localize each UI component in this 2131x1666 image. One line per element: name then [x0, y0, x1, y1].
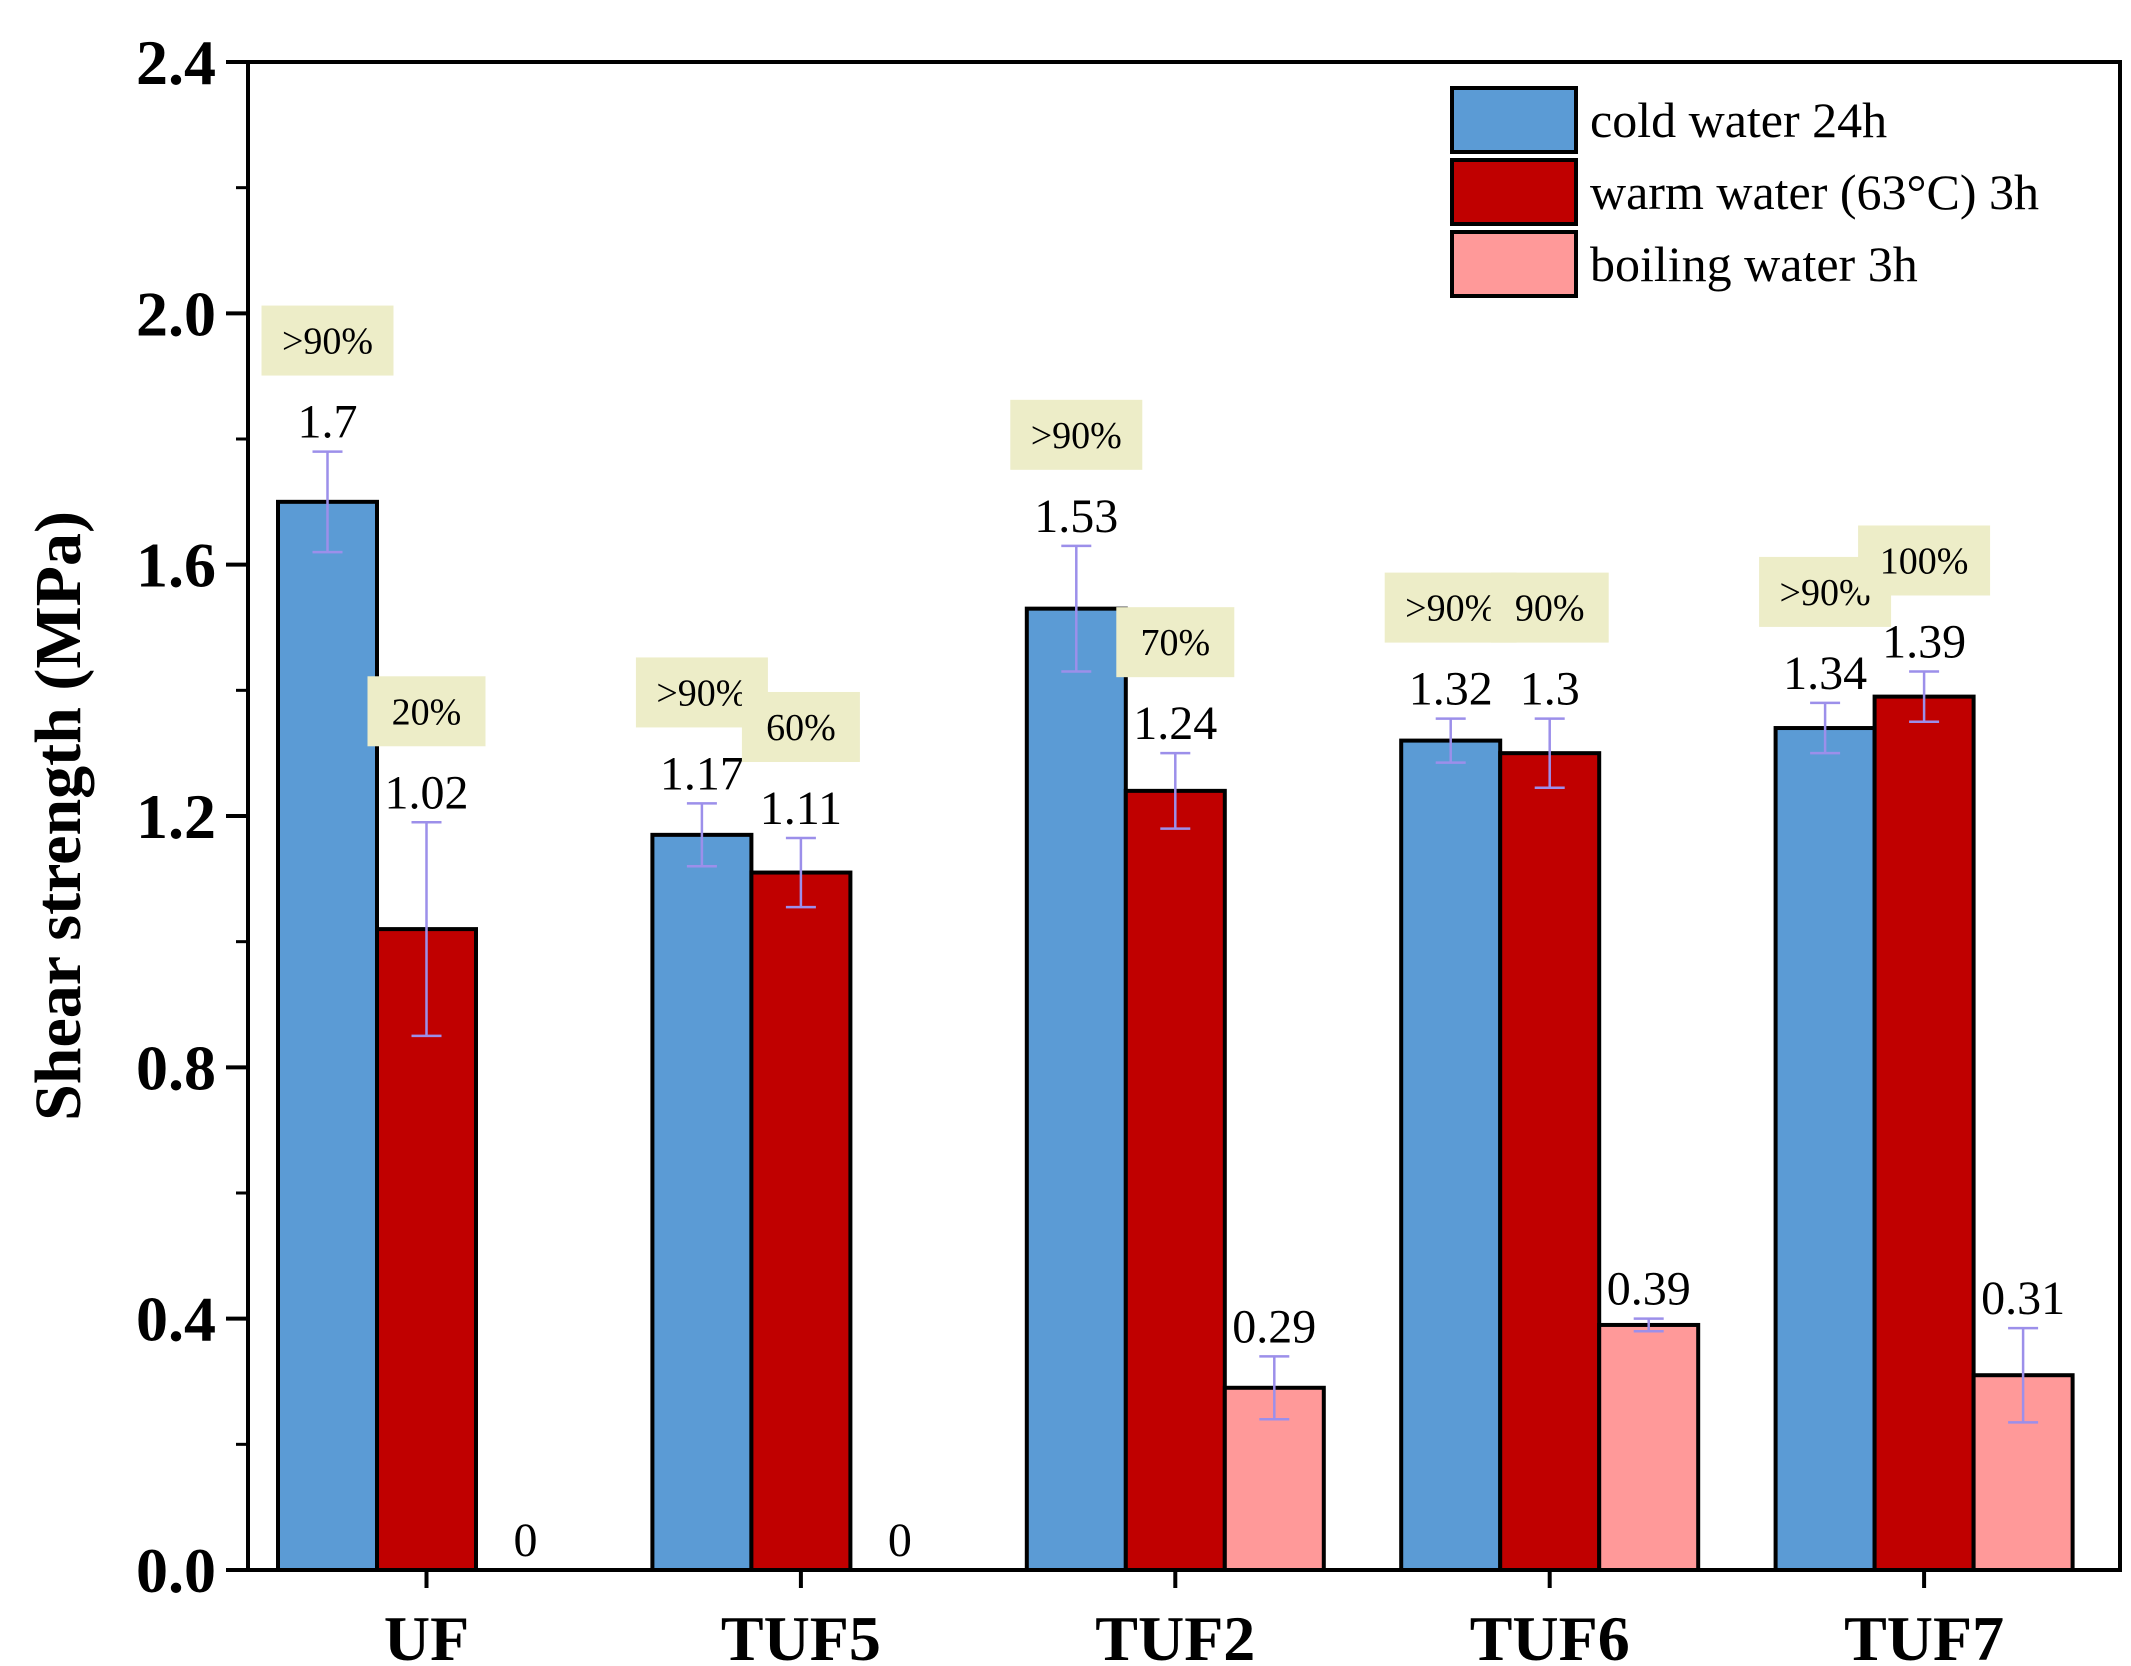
- annotation-label: >90%: [1031, 415, 1122, 457]
- data-labels: UF1.7>90%1.0220%0TUF51.17>90%1.1160%0TUF…: [261, 305, 2065, 1666]
- y-tick-label: 2.0: [136, 278, 216, 349]
- bar: [1597, 1322, 1701, 1572]
- value-label: 1.11: [760, 782, 842, 835]
- value-label: 1.02: [385, 766, 469, 819]
- bar: [1024, 606, 1128, 1572]
- x-category-label: UF: [384, 1603, 469, 1666]
- bar: [1399, 738, 1503, 1572]
- annotation-label: 90%: [1515, 588, 1585, 630]
- value-label: 1.24: [1133, 697, 1217, 750]
- annotation-box: [1010, 399, 1143, 470]
- x-category-label: TUF2: [1095, 1603, 1255, 1666]
- value-label: 1.17: [660, 747, 744, 800]
- legend-swatch: [1450, 86, 1578, 154]
- y-tick-label: 0.4: [136, 1284, 216, 1355]
- x-category-label: TUF7: [1844, 1603, 2004, 1666]
- annotation-box: [1490, 572, 1609, 643]
- value-label: 0.39: [1607, 1263, 1691, 1316]
- annotation-label: 100%: [1880, 540, 1969, 582]
- annotation-box: [1116, 607, 1235, 678]
- annotation-box: [741, 691, 860, 762]
- bar: [276, 499, 379, 1572]
- annotation-label: >90%: [1780, 572, 1871, 614]
- bar: [1123, 788, 1227, 1572]
- annotation-label: 70%: [1140, 622, 1210, 664]
- value-label: 0: [514, 1514, 538, 1567]
- bar: [1872, 694, 1976, 1572]
- value-label: 1.39: [1882, 615, 1966, 668]
- annotation-label: >90%: [1405, 588, 1496, 630]
- legend-swatch: [1450, 230, 1578, 298]
- annotation-box: [1858, 525, 1991, 596]
- x-category-label: TUF6: [1470, 1603, 1630, 1666]
- plot-frame: [246, 60, 2122, 1572]
- legend-swatch: [1450, 158, 1578, 226]
- bar: [1498, 751, 1602, 1572]
- annotation-label: 20%: [392, 691, 462, 733]
- annotation-label: >90%: [656, 672, 747, 714]
- y-tick-label: 1.2: [136, 781, 216, 852]
- bars: [276, 450, 2075, 1573]
- annotation-box: [261, 305, 394, 376]
- value-label: 1.3: [1520, 663, 1580, 716]
- value-label: 1.53: [1034, 490, 1118, 543]
- axis-ticks: 0.0 0.4 0.8 1.2 1.6 2.0 2.4: [136, 27, 1927, 1606]
- annotation-box: [367, 676, 486, 747]
- legend-label: warm water (63°C) 3h: [1590, 164, 2039, 220]
- legend-label: boiling water 3h: [1590, 236, 1918, 292]
- legend: cold water 24h warm water (63°C) 3h boilin…: [1450, 86, 2039, 298]
- annotation-label: >90%: [282, 321, 373, 363]
- annotation-label: 60%: [766, 707, 836, 749]
- value-label: 1.7: [298, 396, 358, 449]
- bar: [749, 870, 853, 1572]
- y-tick-label: 0.0: [136, 1535, 216, 1606]
- value-label: 1.32: [1409, 663, 1493, 716]
- y-tick-label: 2.4: [136, 27, 216, 98]
- y-tick-label: 1.6: [136, 530, 216, 601]
- value-label: 1.34: [1783, 647, 1867, 700]
- value-label: 0.31: [1981, 1272, 2065, 1325]
- value-label: 0.29: [1232, 1300, 1316, 1353]
- x-category-label: TUF5: [721, 1603, 881, 1666]
- bar: [650, 832, 754, 1572]
- y-axis-title: Shear strength (MPa): [22, 511, 95, 1121]
- bar: [1773, 726, 1877, 1572]
- value-label: 0: [888, 1514, 912, 1567]
- y-tick-label: 0.8: [136, 1032, 216, 1103]
- legend-label: cold water 24h: [1590, 92, 1887, 148]
